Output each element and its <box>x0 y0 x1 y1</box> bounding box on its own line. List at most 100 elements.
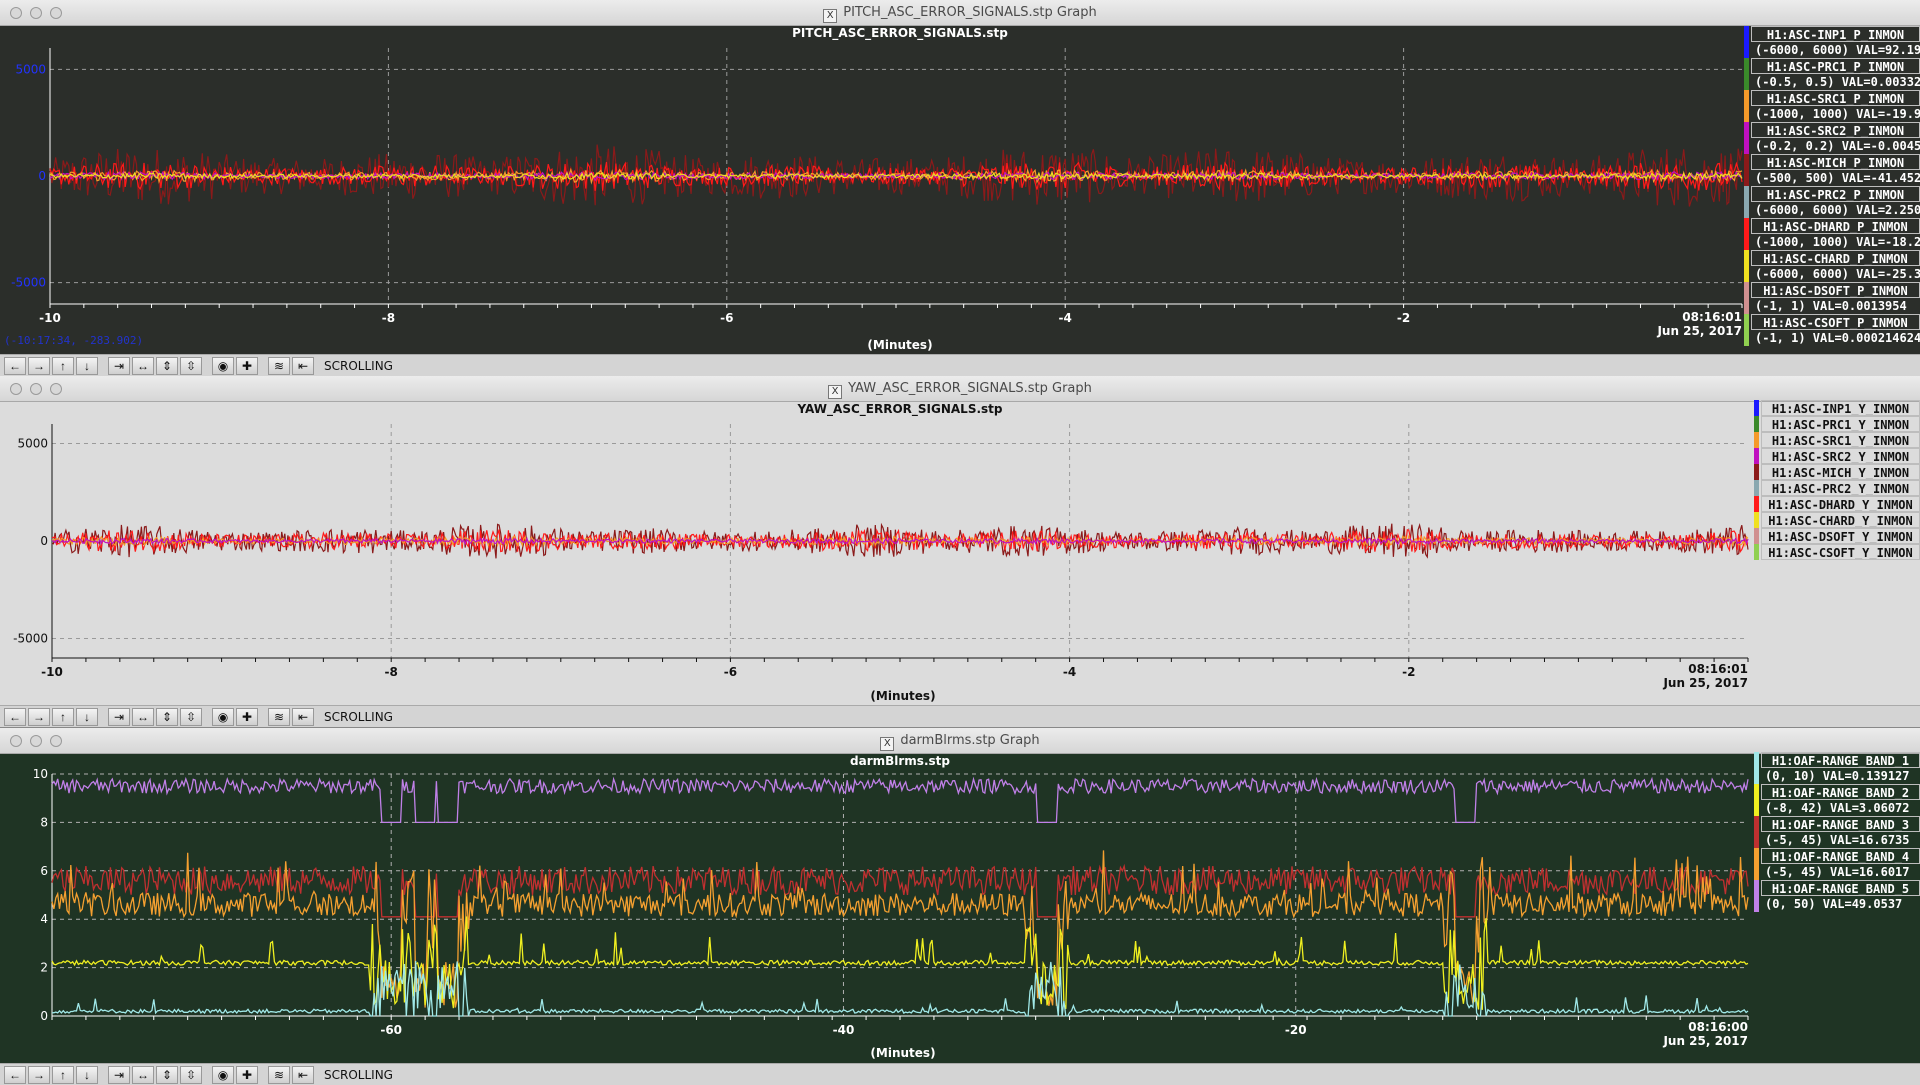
legend-entry[interactable]: H1:ASC-SRC1_P_INMON (-1000, 1000) VAL=-19… <box>1744 90 1920 122</box>
yaw-titlebar[interactable]: X YAW_ASC_ERROR_SIGNALS.stp Graph <box>0 376 1920 402</box>
zoom-x-button[interactable]: ↔ <box>132 356 154 375</box>
y-tick-label: 5000 <box>15 62 46 76</box>
x-tick-label: -4 <box>1063 665 1076 679</box>
yaw-legend: H1:ASC-INP1_Y_INMON H1:ASC-PRC1_Y_INMON H1… <box>1754 400 1920 560</box>
legend-entry[interactable]: H1:ASC-PRC1_Y_INMON <box>1754 416 1920 432</box>
fit-y-button[interactable]: ⇕ <box>156 1065 178 1084</box>
legend-entry[interactable]: H1:ASC-DHARD_P_INMON (-1000, 1000) VAL=-1… <box>1744 218 1920 250</box>
zoom-x-button[interactable]: ↔ <box>132 707 154 726</box>
pitch-plot[interactable]: 5000 0 -5000 -10 -8 -6 -4 -2 <box>0 40 1744 340</box>
y-tick-label: -5000 <box>13 632 48 646</box>
legend-swatch <box>1754 528 1759 544</box>
fit-x-button[interactable]: ⇥ <box>108 1065 130 1084</box>
legend-entry[interactable]: H1:ASC-SRC1_Y_INMON <box>1754 432 1920 448</box>
yaw-plot[interactable]: 5000 0 -5000 -10 -8 -6 -4 -2 <box>0 416 1749 692</box>
legend-channel-name: H1:ASC-DHARD_P_INMON <box>1751 218 1920 234</box>
legend-entry[interactable]: H1:ASC-DHARD_Y_INMON <box>1754 496 1920 512</box>
legend-entry[interactable]: H1:ASC-DSOFT_P_INMON (-1, 1) VAL=0.001395… <box>1744 282 1920 314</box>
fit-x-button[interactable]: ⇥ <box>108 707 130 726</box>
legend-entry[interactable]: H1:ASC-CHARD_Y_INMON <box>1754 512 1920 528</box>
zoom-y-button[interactable]: ⇳ <box>180 356 202 375</box>
back-button[interactable]: ⇤ <box>292 707 314 726</box>
y-tick-label: 0 <box>38 169 46 183</box>
legend-channel-value: (-6000, 6000) VAL=92.1969 <box>1755 43 1920 57</box>
pitch-titlebar[interactable]: X PITCH_ASC_ERROR_SIGNALS.stp Graph <box>0 0 1920 26</box>
scroll-up-button[interactable]: ↑ <box>52 707 74 726</box>
window-title: YAW_ASC_ERROR_SIGNALS.stp Graph <box>848 381 1092 396</box>
legend-entry[interactable]: H1:OAF-RANGE_BAND_3 (-5, 45) VAL=16.6735 <box>1754 816 1920 848</box>
zoom-y-button[interactable]: ⇳ <box>180 1065 202 1084</box>
legend-entry[interactable]: H1:ASC-PRC2_P_INMON (-6000, 6000) VAL=2.2… <box>1744 186 1920 218</box>
close-button[interactable] <box>10 383 22 395</box>
legend-entry[interactable]: H1:ASC-CSOFT_Y_INMON <box>1754 544 1920 560</box>
legend-channel-value: (-1000, 1000) VAL=-18.2658 <box>1755 235 1920 249</box>
legend-swatch <box>1754 848 1759 880</box>
legend-entry[interactable]: H1:ASC-DSOFT_Y_INMON <box>1754 528 1920 544</box>
scroll-down-button[interactable]: ↓ <box>76 707 98 726</box>
y-tick-label: 4 <box>40 912 48 926</box>
legend-entry[interactable]: H1:ASC-SRC2_Y_INMON <box>1754 448 1920 464</box>
scroll-left-button[interactable]: ← <box>4 356 26 375</box>
legend-entry[interactable]: H1:ASC-MICH_P_INMON (-500, 500) VAL=-41.4… <box>1744 154 1920 186</box>
y-tick-label: -5000 <box>11 276 46 290</box>
scroll-left-button[interactable]: ← <box>4 707 26 726</box>
minimize-button[interactable] <box>30 383 42 395</box>
window-controls <box>10 383 62 395</box>
zoom-y-button[interactable]: ⇳ <box>180 707 202 726</box>
legend-entry[interactable]: H1:ASC-CSOFT_P_INMON (-1, 1) VAL=0.000214… <box>1744 314 1920 346</box>
legend-entry[interactable]: H1:ASC-MICH_Y_INMON <box>1754 464 1920 480</box>
legend-swatch <box>1744 250 1749 282</box>
scroll-up-button[interactable]: ↑ <box>52 1065 74 1084</box>
minimize-button[interactable] <box>30 735 42 747</box>
close-button[interactable] <box>10 735 22 747</box>
legend-entry[interactable]: H1:ASC-PRC2_Y_INMON <box>1754 480 1920 496</box>
zoom-button[interactable] <box>50 383 62 395</box>
auto-scale-button[interactable]: ≋ <box>268 707 290 726</box>
close-button[interactable] <box>10 7 22 19</box>
legend-entry[interactable]: H1:OAF-RANGE_BAND_5 (0, 50) VAL=49.0537 <box>1754 880 1920 912</box>
scroll-right-button[interactable]: → <box>28 1065 50 1084</box>
back-button[interactable]: ⇤ <box>292 356 314 375</box>
legend-entry[interactable]: H1:ASC-SRC2_P_INMON (-0.2, 0.2) VAL=-0.00… <box>1744 122 1920 154</box>
scroll-down-button[interactable]: ↓ <box>76 1065 98 1084</box>
crosshair-button[interactable]: ✚ <box>236 1065 258 1084</box>
zoom-x-button[interactable]: ↔ <box>132 1065 154 1084</box>
fit-y-button[interactable]: ⇕ <box>156 707 178 726</box>
x-tick-label: -6 <box>720 311 733 325</box>
zoom-button[interactable] <box>50 735 62 747</box>
minimize-button[interactable] <box>30 7 42 19</box>
crosshair-button[interactable]: ✚ <box>236 707 258 726</box>
scroll-down-button[interactable]: ↓ <box>76 356 98 375</box>
legend-entry[interactable]: H1:OAF-RANGE_BAND_1 (0, 10) VAL=0.139127 <box>1754 752 1920 784</box>
legend-entry[interactable]: H1:ASC-CHARD_P_INMON (-6000, 6000) VAL=-2… <box>1744 250 1920 282</box>
legend-channel-name: H1:ASC-INP1_P_INMON <box>1751 26 1920 42</box>
legend-entry[interactable]: H1:ASC-PRC1_P_INMON (-0.5, 0.5) VAL=0.003… <box>1744 58 1920 90</box>
darm-plot[interactable]: 0 2 4 6 8 10 -60 -40 -20 <box>0 767 1749 1058</box>
back-button[interactable]: ⇤ <box>292 1065 314 1084</box>
legend-swatch <box>1754 464 1759 480</box>
legend-swatch <box>1744 186 1749 218</box>
legend-entry[interactable]: H1:OAF-RANGE_BAND_4 (-5, 45) VAL=16.6017 <box>1754 848 1920 880</box>
scroll-right-button[interactable]: → <box>28 707 50 726</box>
fit-x-button[interactable]: ⇥ <box>108 356 130 375</box>
record-button[interactable]: ◉ <box>212 1065 234 1084</box>
record-button[interactable]: ◉ <box>212 356 234 375</box>
scroll-right-button[interactable]: → <box>28 356 50 375</box>
legend-channel-name: H1:OAF-RANGE_BAND_5 <box>1761 880 1920 896</box>
legend-channel-value: (-0.5, 0.5) VAL=0.00332116 <box>1755 75 1920 89</box>
legend-entry[interactable]: H1:ASC-INP1_Y_INMON <box>1754 400 1920 416</box>
x-tick-label: -20 <box>1285 1023 1307 1037</box>
crosshair-button[interactable]: ✚ <box>236 356 258 375</box>
record-button[interactable]: ◉ <box>212 707 234 726</box>
zoom-button[interactable] <box>50 7 62 19</box>
legend-entry[interactable]: H1:ASC-INP1_P_INMON (-6000, 6000) VAL=92.… <box>1744 26 1920 58</box>
auto-scale-button[interactable]: ≋ <box>268 1065 290 1084</box>
scroll-left-button[interactable]: ← <box>4 1065 26 1084</box>
window-controls <box>10 735 62 747</box>
scroll-up-button[interactable]: ↑ <box>52 356 74 375</box>
legend-entry[interactable]: H1:OAF-RANGE_BAND_2 (-8, 42) VAL=3.06072 <box>1754 784 1920 816</box>
auto-scale-button[interactable]: ≋ <box>268 356 290 375</box>
fit-y-button[interactable]: ⇕ <box>156 356 178 375</box>
